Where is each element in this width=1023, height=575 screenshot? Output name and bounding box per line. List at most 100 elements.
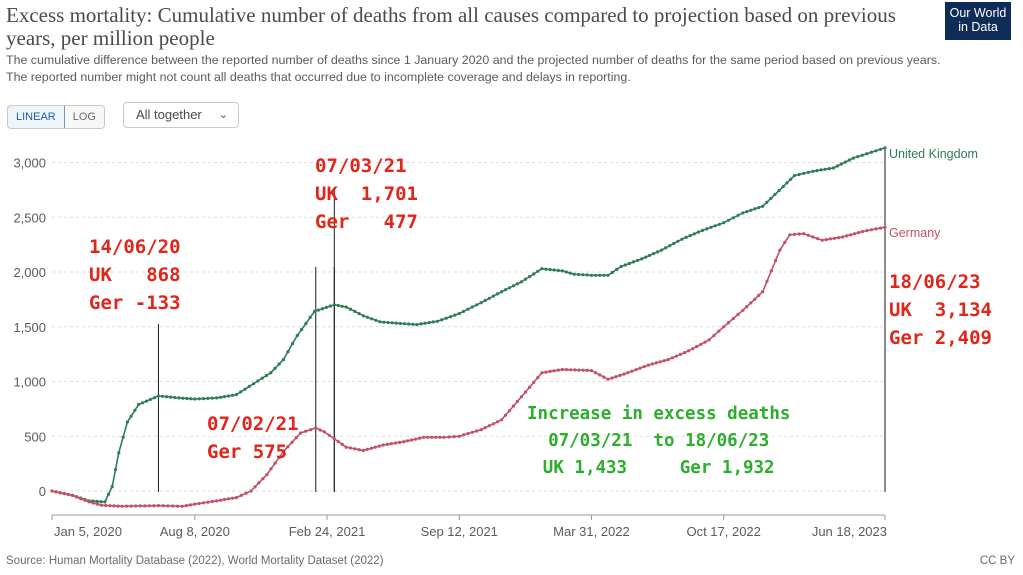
data-point — [234, 393, 238, 397]
data-point — [769, 196, 773, 200]
y-tick-label: 2,500 — [13, 210, 46, 225]
data-point — [511, 284, 516, 288]
data-point — [560, 269, 565, 273]
data-point — [344, 305, 348, 309]
data-point — [175, 504, 180, 508]
source-note[interactable]: Source: Human Mortality Database (2022),… — [6, 555, 384, 567]
data-point — [519, 395, 524, 399]
scale-toggle: LINEAR LOG — [7, 105, 105, 129]
data-point — [357, 448, 361, 452]
data-point — [692, 232, 696, 236]
x-tick-label: Jan 5, 2020 — [54, 524, 122, 539]
data-point — [286, 445, 290, 449]
data-point — [703, 340, 707, 344]
data-point — [161, 504, 165, 508]
data-point — [781, 185, 785, 189]
data-point — [630, 369, 634, 373]
data-point — [749, 301, 753, 305]
license-note[interactable]: CC BY — [979, 555, 1015, 567]
annotation-increase: Increase in excess deaths 07/03/21 to 18… — [527, 404, 791, 478]
data-point — [210, 499, 214, 504]
data-point — [765, 200, 769, 204]
data-point — [177, 396, 181, 400]
data-point — [447, 435, 451, 439]
data-point — [87, 500, 91, 504]
data-point — [348, 446, 353, 450]
data-point — [656, 250, 660, 254]
data-point — [462, 433, 466, 437]
data-point — [815, 169, 819, 173]
log-scale-button[interactable]: LOG — [64, 106, 104, 128]
data-point — [695, 344, 699, 349]
data-point — [753, 207, 757, 211]
data-point — [831, 166, 836, 170]
data-point — [197, 397, 201, 401]
data-point — [523, 390, 528, 394]
data-point — [495, 420, 500, 424]
data-point — [573, 368, 577, 372]
data-point — [874, 227, 878, 231]
data-point — [820, 238, 824, 242]
linear-scale-button[interactable]: LINEAR — [7, 106, 65, 128]
data-point — [286, 350, 290, 354]
data-point — [378, 320, 382, 324]
data-point — [528, 385, 532, 389]
data-point — [589, 273, 594, 277]
data-point — [847, 158, 851, 162]
data-point — [705, 227, 709, 231]
data-point — [277, 455, 281, 459]
data-point — [674, 354, 679, 358]
data-point — [265, 473, 269, 477]
data-point — [644, 255, 648, 259]
data-point — [215, 499, 219, 503]
annotation-jun-2023: 18/06/23 UK 3,134 Ger 2,409 — [889, 271, 992, 349]
data-point — [141, 401, 145, 405]
facet-dropdown[interactable]: All together ⌄ — [123, 102, 239, 128]
data-point — [797, 172, 801, 177]
data-point — [487, 424, 491, 428]
data-point — [726, 321, 731, 325]
data-point — [684, 235, 688, 239]
data-point — [365, 447, 369, 451]
data-point — [483, 298, 487, 303]
data-point — [638, 366, 642, 370]
data-point — [281, 358, 285, 362]
data-point — [819, 168, 823, 172]
data-point — [309, 428, 313, 432]
data-point — [143, 504, 147, 508]
data-point — [398, 440, 402, 444]
data-point — [304, 321, 308, 326]
data-point — [390, 321, 394, 325]
data-point — [264, 373, 269, 378]
data-point — [552, 369, 556, 373]
data-point — [774, 258, 778, 263]
data-point — [410, 438, 414, 442]
data-point — [173, 395, 177, 400]
data-point — [201, 397, 206, 401]
data-point — [222, 395, 227, 399]
data-point — [765, 279, 769, 283]
data-point — [860, 153, 864, 157]
data-point — [709, 225, 713, 229]
data-point — [438, 435, 442, 439]
series-line-united-kingdom — [51, 147, 886, 503]
data-point — [300, 327, 304, 332]
data-point — [312, 309, 317, 313]
data-point — [835, 164, 840, 168]
y-tick-label: 1,000 — [13, 375, 46, 390]
data-point — [215, 396, 219, 400]
x-tick-label: Oct 17, 2022 — [686, 524, 760, 539]
data-point — [717, 222, 722, 226]
owid-logo[interactable]: Our World in Data — [945, 2, 1011, 40]
data-point — [615, 267, 619, 271]
data-point — [515, 399, 520, 403]
annotation-jun-2020: 14/06/20 UK 868 Ger -133 — [89, 236, 181, 314]
data-point — [816, 237, 820, 241]
data-point — [662, 359, 666, 363]
data-point — [466, 432, 470, 436]
data-point — [189, 397, 193, 401]
data-point — [369, 446, 373, 450]
data-point — [54, 490, 58, 494]
data-point — [332, 303, 336, 307]
data-point — [318, 428, 322, 432]
